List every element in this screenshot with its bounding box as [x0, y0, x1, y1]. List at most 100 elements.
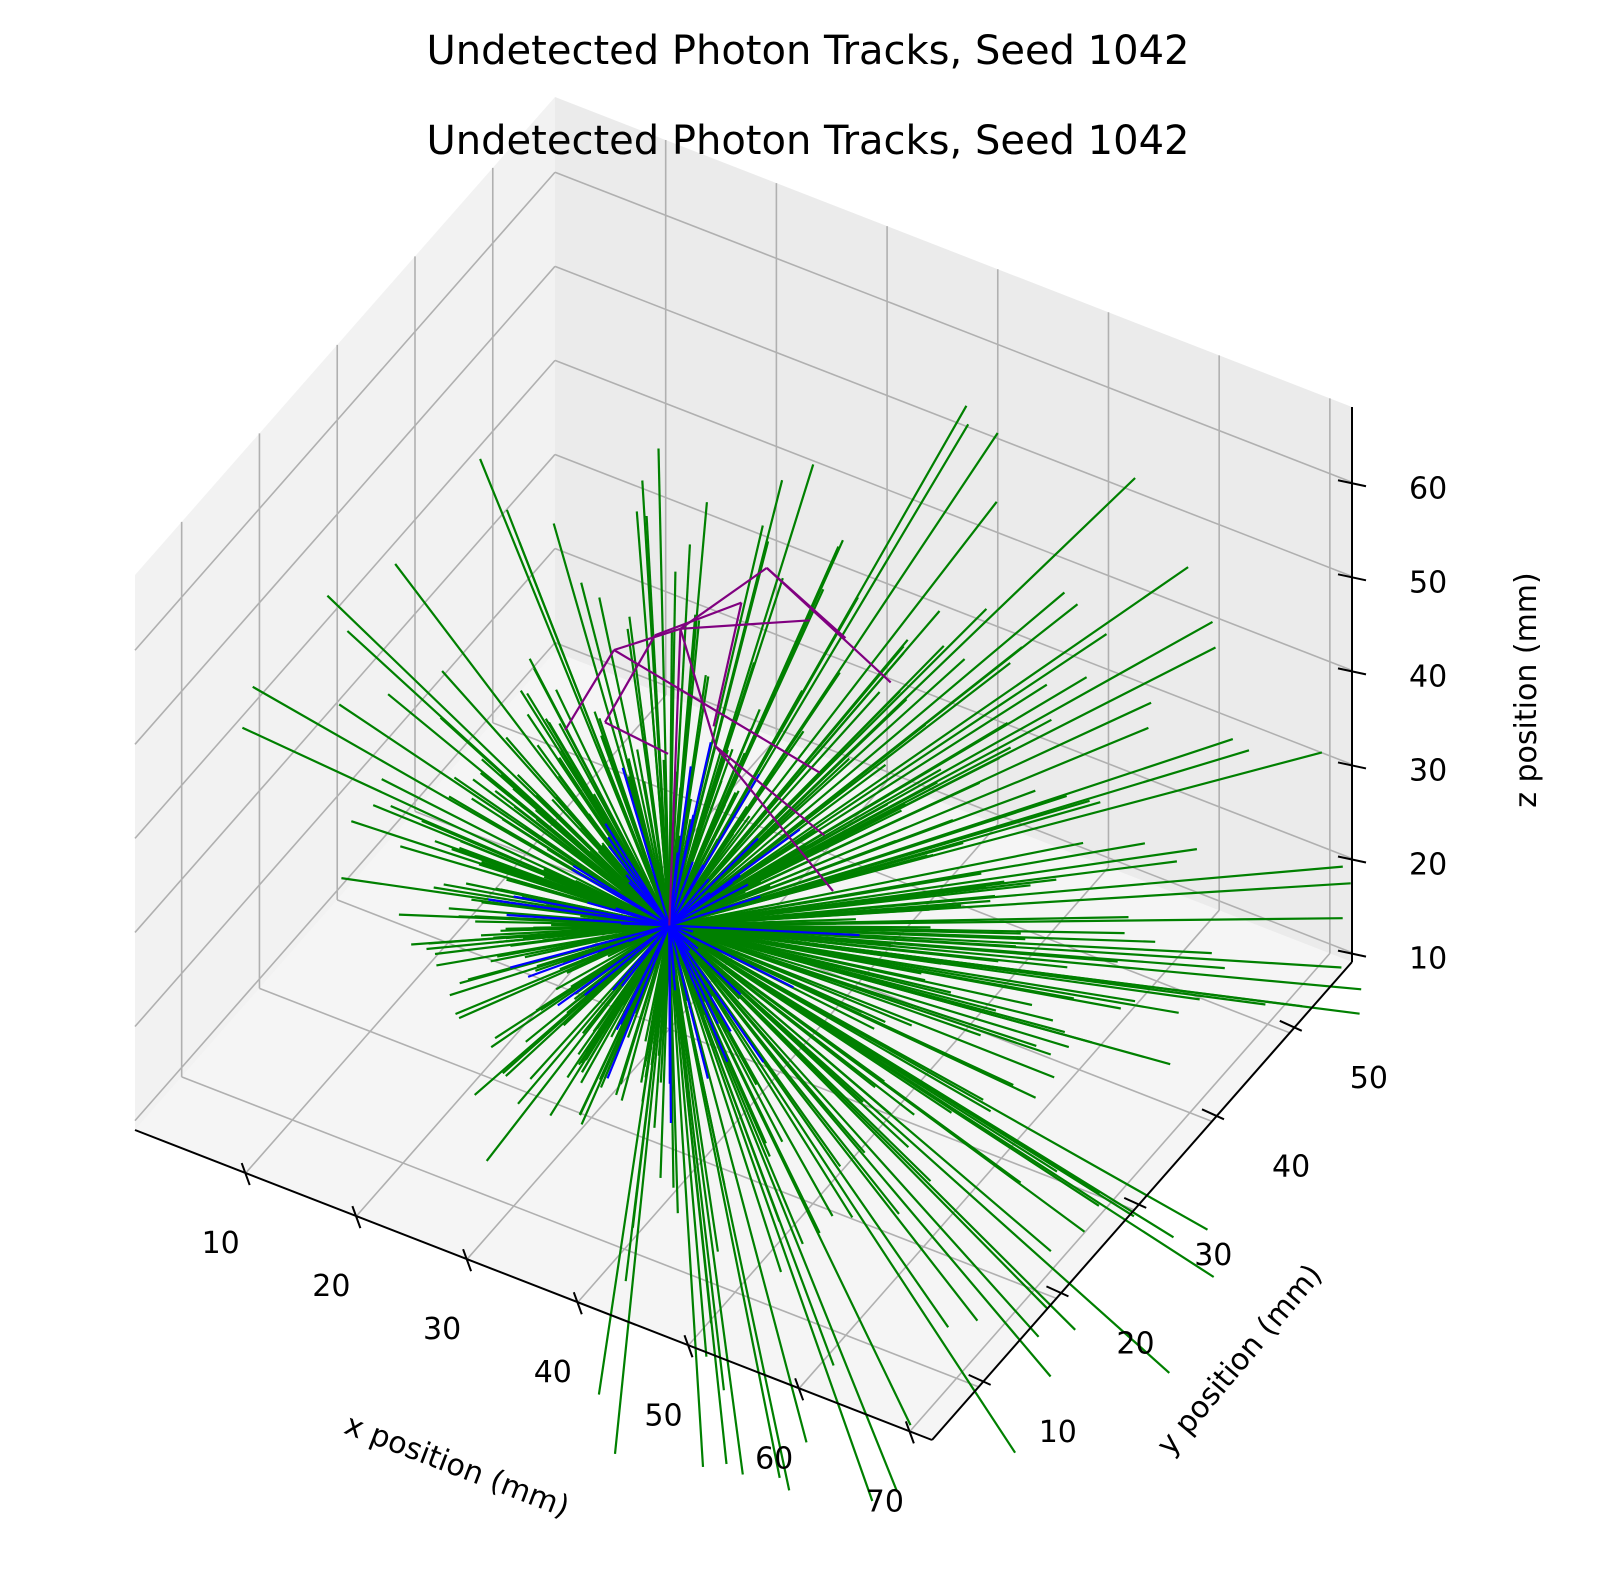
green-track	[668, 924, 1017, 1454]
z-tick-label: 40	[1409, 659, 1447, 694]
green-track	[668, 925, 713, 1324]
green-track	[668, 924, 1209, 1231]
green-track	[668, 479, 784, 926]
green-track	[669, 924, 1225, 970]
z-axis-label: z position (mm)	[1509, 572, 1544, 808]
grid-z-left	[134, 171, 556, 651]
blue-track	[668, 895, 761, 927]
green-track	[668, 924, 1076, 1331]
green-track	[668, 925, 874, 1502]
grid-z-left	[134, 265, 556, 745]
x-tick	[351, 1205, 362, 1229]
blue-track	[628, 881, 671, 927]
green-track	[669, 872, 982, 927]
green-track	[669, 916, 1129, 927]
green-track	[668, 925, 783, 1273]
purple-track	[712, 602, 743, 727]
green-track	[533, 667, 671, 927]
green-track	[668, 924, 1055, 1079]
blue-track	[572, 864, 670, 927]
grid-z-left	[134, 359, 556, 839]
purple-track	[680, 619, 810, 630]
blue-track	[668, 924, 742, 996]
green-track	[668, 789, 1036, 927]
green-track	[668, 738, 1234, 927]
green-track	[458, 924, 670, 1020]
x-tick	[572, 1291, 583, 1315]
green-track	[613, 925, 671, 1455]
green-track	[434, 924, 670, 956]
purple-track	[679, 628, 717, 747]
blue-track	[506, 913, 670, 927]
green-track	[668, 925, 898, 1492]
blue-track	[668, 814, 695, 926]
green-track	[668, 925, 744, 1475]
chart-subtitle: Undetected Photon Tracks, Seed 1042	[426, 118, 1190, 164]
y-tick-label: 10	[1039, 1415, 1077, 1450]
purple-track	[715, 745, 825, 837]
green-track	[580, 925, 671, 1125]
green-track	[563, 924, 671, 1024]
grid-z-back	[554, 171, 1353, 483]
green-track	[575, 879, 670, 927]
green-track	[453, 776, 670, 927]
blue-track	[668, 925, 729, 1063]
blue-track	[668, 837, 759, 927]
z-tick-label: 10	[1409, 942, 1447, 977]
green-track	[668, 925, 791, 1491]
blue-track	[668, 925, 671, 1084]
green-track	[657, 448, 671, 926]
green-track	[669, 924, 1125, 935]
green-track	[669, 924, 1136, 1003]
green-track	[668, 749, 1250, 927]
z-tick-label: 30	[1409, 754, 1447, 789]
green-track	[668, 691, 881, 927]
green-track	[669, 908, 802, 927]
green-track	[668, 924, 1040, 1338]
y-tick-label: 20	[1116, 1326, 1154, 1361]
green-track	[522, 924, 670, 939]
x-tick-label: 50	[644, 1398, 682, 1433]
green-track	[620, 925, 671, 1101]
grid-z-back	[554, 359, 1353, 672]
grid-z-left	[134, 453, 556, 933]
green-track	[668, 633, 1108, 927]
x-axis-label: x position (mm)	[340, 1407, 574, 1525]
purple-track	[564, 649, 615, 731]
green-track	[372, 804, 670, 927]
blue-track	[668, 925, 709, 1079]
y-tick	[1123, 1196, 1147, 1209]
blue-track	[488, 898, 670, 927]
z-tick-label: 60	[1409, 471, 1447, 506]
x-tick	[462, 1248, 473, 1272]
green-track	[668, 566, 1189, 927]
green-track	[659, 797, 671, 926]
grid-z-left	[134, 547, 556, 1028]
green-track	[668, 924, 915, 1116]
green-track	[668, 925, 781, 1479]
x-tick	[904, 1421, 915, 1444]
green-track	[668, 924, 1086, 1233]
green-track	[643, 925, 671, 1068]
x-tick-label: 20	[312, 1269, 350, 1304]
green-track	[668, 645, 945, 927]
green-track	[439, 716, 671, 927]
z-tick	[1337, 667, 1367, 676]
green-track	[668, 924, 1175, 1239]
green-track	[669, 924, 1068, 969]
purple-track	[604, 721, 669, 755]
green-track	[668, 924, 900, 1215]
green-track	[668, 620, 1214, 927]
green-track	[598, 597, 671, 926]
x-tick-label: 60	[755, 1441, 793, 1476]
green-track	[497, 924, 670, 958]
x-tick-label: 10	[202, 1226, 240, 1261]
green-track	[668, 588, 825, 926]
grid-z-left	[134, 642, 556, 1122]
green-track	[668, 924, 1070, 1049]
blue-track	[513, 895, 670, 927]
green-track	[668, 924, 981, 1037]
blue-track	[668, 874, 741, 927]
purple-track	[613, 627, 681, 652]
